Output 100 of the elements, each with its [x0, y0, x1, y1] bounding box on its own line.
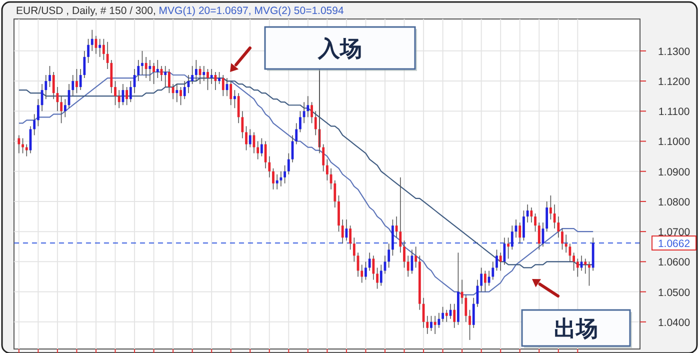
candlestick	[129, 80, 132, 102]
candlestick	[530, 207, 533, 223]
candlestick	[557, 216, 560, 238]
chart-title: EUR/USD , Daily, # 150 / 300,	[16, 5, 156, 17]
candlestick	[287, 152, 290, 175]
candlestick	[172, 84, 174, 100]
candlestick	[72, 74, 74, 96]
candlestick	[79, 68, 82, 90]
annotation: 出场	[554, 317, 598, 342]
candlestick	[576, 258, 579, 278]
y-tick-label: 1.1000	[658, 136, 690, 148]
candlestick	[360, 264, 364, 284]
candlestick	[322, 144, 325, 172]
candlestick	[194, 60, 198, 82]
chart-subtitle: MVG(1) 20=1.0697, MVG(2) 50=1.0594	[156, 5, 344, 17]
candlestick	[44, 74, 48, 100]
candlestick	[256, 140, 260, 160]
y-tick-label: 1.1200	[658, 76, 690, 88]
candlestick	[183, 80, 186, 100]
y-tick-label: 1.0500	[658, 286, 690, 299]
candlestick	[25, 144, 28, 157]
candlestick	[364, 261, 367, 280]
candlestick	[564, 234, 568, 254]
candlestick	[272, 168, 274, 190]
candlestick	[83, 50, 86, 78]
candlestick	[314, 110, 317, 136]
candlestick	[48, 66, 51, 88]
candlestick	[168, 68, 170, 94]
candlestick	[496, 249, 498, 272]
candlestick	[534, 213, 536, 232]
candlestick	[60, 96, 63, 124]
candlestick	[430, 315, 432, 332]
candlestick	[488, 270, 490, 286]
candlestick	[248, 128, 252, 148]
candlestick	[561, 228, 564, 250]
candlestick	[464, 294, 468, 322]
candlestick	[202, 66, 206, 82]
candlestick	[426, 315, 429, 334]
candlestick	[118, 90, 120, 109]
candlestick	[276, 174, 278, 190]
candlestick	[572, 252, 575, 272]
annotation: 入场	[317, 37, 362, 62]
candlestick	[510, 225, 514, 250]
candlestick	[468, 309, 471, 340]
candlestick	[137, 60, 140, 82]
candlestick	[372, 255, 375, 280]
candlestick	[245, 126, 248, 151]
candlestick	[406, 255, 410, 278]
candlestick	[222, 74, 224, 96]
candlestick	[584, 258, 587, 274]
candlestick	[64, 98, 66, 118]
candlestick	[206, 68, 209, 90]
y-tick-label: 1.0700	[658, 226, 690, 239]
candlestick	[87, 38, 90, 64]
candlestick	[507, 237, 510, 260]
candlestick	[492, 261, 494, 280]
candlestick	[22, 138, 24, 154]
y-tick-label: 1.0400	[658, 316, 690, 329]
candlestick	[144, 56, 148, 78]
candlestick	[368, 252, 371, 272]
candlestick	[191, 66, 194, 84]
candlestick	[438, 312, 440, 328]
candlestick	[302, 102, 306, 124]
candlestick	[549, 195, 552, 220]
y-tick-label: 1.1300	[658, 46, 690, 58]
candlestick	[37, 98, 40, 127]
candlestick	[399, 176, 402, 254]
candlestick	[241, 110, 244, 139]
candlestick	[376, 267, 378, 290]
candlestick	[180, 86, 182, 106]
candlestick	[98, 38, 102, 58]
candlestick	[268, 156, 271, 178]
candlestick	[341, 219, 344, 244]
candlestick	[352, 237, 356, 262]
candlestick	[76, 68, 78, 94]
candlestick	[156, 60, 159, 78]
candlestick	[230, 80, 232, 106]
candlestick	[538, 222, 540, 250]
candlestick	[102, 38, 105, 60]
candlestick	[295, 122, 298, 145]
candlestick	[453, 303, 456, 328]
candlestick	[326, 158, 328, 181]
candlestick	[349, 225, 352, 250]
candlestick	[33, 114, 36, 136]
candlestick	[260, 138, 263, 157]
y-tick-label: 1.0900	[658, 166, 690, 178]
candlestick	[176, 84, 178, 102]
candlestick	[546, 201, 548, 232]
candlestick	[164, 66, 167, 88]
candlestick	[218, 72, 220, 84]
candlestick	[414, 246, 418, 268]
candlestick	[480, 267, 483, 292]
candlestick	[299, 110, 302, 133]
candlestick	[52, 72, 55, 100]
candlestick	[306, 96, 310, 118]
candlestick	[403, 240, 406, 268]
candlestick	[388, 243, 390, 268]
candlestick	[499, 252, 502, 272]
candlestick	[148, 60, 152, 82]
candlestick	[114, 80, 116, 106]
